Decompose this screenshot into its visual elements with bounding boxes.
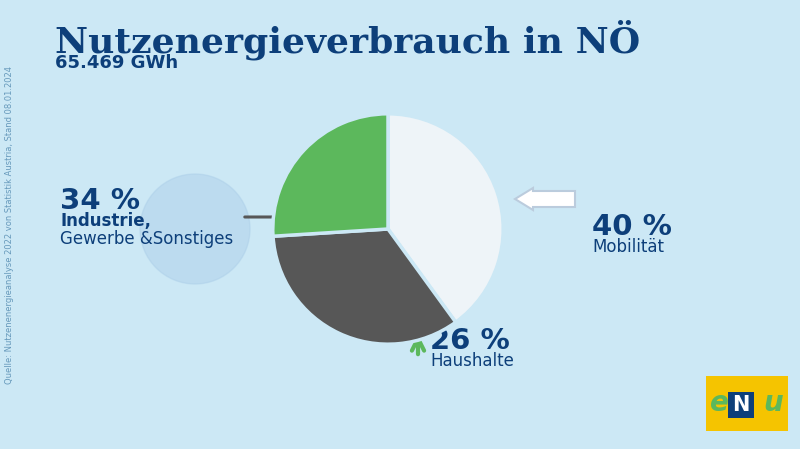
Text: 40 %: 40 % — [592, 213, 672, 241]
Text: 65.469 GWh: 65.469 GWh — [55, 54, 178, 72]
Text: N: N — [732, 395, 750, 415]
FancyBboxPatch shape — [728, 392, 754, 418]
FancyArrow shape — [515, 188, 575, 210]
Text: Haushalte: Haushalte — [430, 352, 514, 370]
FancyBboxPatch shape — [706, 376, 788, 431]
Wedge shape — [388, 114, 503, 322]
Circle shape — [140, 174, 250, 284]
Text: 26 %: 26 % — [430, 327, 510, 355]
Text: Mobilität: Mobilität — [592, 238, 664, 256]
Wedge shape — [273, 114, 388, 236]
Text: u: u — [763, 389, 783, 417]
Text: Gewerbe &Sonstiges: Gewerbe &Sonstiges — [60, 230, 234, 248]
Text: 34 %: 34 % — [60, 187, 140, 215]
Text: Quelle: Nutzenenergieanalyse 2022 von Statistik Austria, Stand 08.01.2024: Quelle: Nutzenenergieanalyse 2022 von St… — [6, 66, 14, 384]
Text: e: e — [710, 389, 729, 417]
Text: Industrie,: Industrie, — [60, 212, 151, 230]
Text: Nutzenergieverbrauch in NÖ: Nutzenergieverbrauch in NÖ — [55, 19, 640, 60]
Wedge shape — [273, 229, 456, 344]
